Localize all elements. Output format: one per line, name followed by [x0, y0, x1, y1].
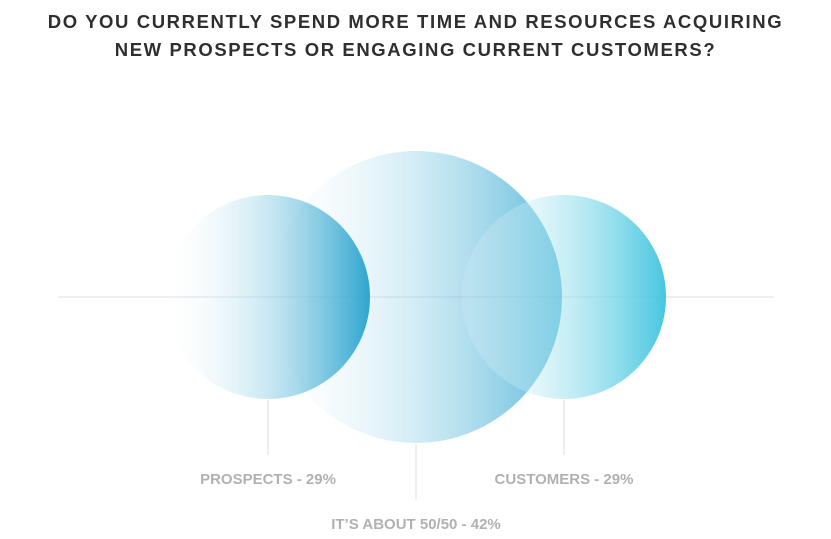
chart-title: DO YOU CURRENTLY SPEND MORE TIME AND RES…: [0, 8, 831, 64]
chart-title-line-1: DO YOU CURRENTLY SPEND MORE TIME AND RES…: [47, 11, 784, 32]
chart-title-line-2: NEW PROSPECTS OR ENGAGING CURRENT CUSTOM…: [114, 39, 717, 60]
data-label-prospects: PROSPECTS - 29%: [200, 471, 336, 488]
data-label-about-50-50: IT’S ABOUT 50/50 - 42%: [331, 516, 501, 533]
data-label-customers: CUSTOMERS - 29%: [495, 471, 634, 488]
bubble-about-50-50: [270, 151, 562, 443]
bubble-customers: [462, 195, 666, 399]
bubble-prospects: [166, 195, 370, 399]
